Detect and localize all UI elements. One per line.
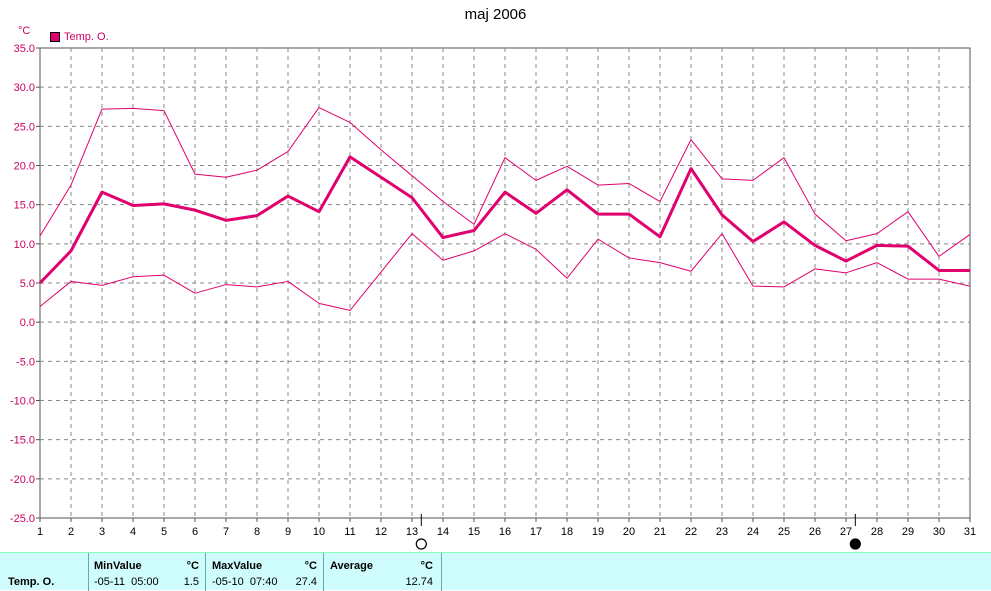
x-tick-label: 15 [468, 526, 480, 538]
chart: 35.0 30.0 25.0 20.0 15.0 10.0 5.0 0.0 -5.0 -10.0 -… [0, 0, 991, 552]
x-tick-label: 6 [192, 526, 198, 538]
x-tick-label: 5 [161, 526, 167, 538]
y-tick-label: -15.0 [10, 435, 35, 447]
min-unit: °C [187, 560, 199, 572]
x-tick-label: 2 [68, 526, 74, 538]
avg-unit: °C [421, 560, 433, 572]
y-tick-label: 0.0 [20, 317, 35, 329]
x-tick-label: 1 [37, 526, 43, 538]
x-tick-label: 28 [871, 526, 883, 538]
new-moon-marker [416, 539, 426, 549]
max-header: MaxValue [212, 560, 262, 572]
x-tick-label: 7 [223, 526, 229, 538]
y-tick-label: 10.0 [14, 239, 35, 251]
legend-label: Temp. O. [64, 31, 109, 43]
min-time: -05-11 05:00 [94, 576, 159, 588]
y-tick-label: -5.0 [16, 356, 35, 368]
stats-row-label-cell: Temp. O. [0, 553, 89, 591]
x-tick-label: 13 [406, 526, 418, 538]
x-tick-label: 27 [840, 526, 852, 538]
y-tick-label: 30.0 [14, 82, 35, 94]
x-tick-label: 22 [685, 526, 697, 538]
x-tick-label: 19 [592, 526, 604, 538]
stats-avg-cell: Average °C 12.74 [324, 553, 442, 591]
max-unit: °C [305, 560, 317, 572]
x-tick-label: 4 [130, 526, 136, 538]
y-tick-label: -20.0 [10, 474, 35, 486]
chart-title: maj 2006 [0, 6, 991, 23]
x-tick-label: 8 [254, 526, 260, 538]
x-tick-label: 11 [344, 526, 355, 538]
x-tick-label: 25 [778, 526, 790, 538]
x-tick-label: 3 [99, 526, 105, 538]
min-header: MinValue [94, 560, 142, 572]
x-tick-label: 10 [313, 526, 325, 538]
x-tick-label: 31 [964, 526, 976, 538]
max-value: 27.4 [296, 576, 317, 588]
x-tick-label: 29 [902, 526, 914, 538]
x-tick-label: 14 [437, 526, 449, 538]
y-tick-label: 25.0 [14, 121, 35, 133]
y-tick-label: 35.0 [14, 43, 35, 55]
stats-max-cell: MaxValue °C -05-10 07:40 27.4 [206, 553, 324, 591]
x-tick-label: 16 [499, 526, 511, 538]
y-tick-label: -10.0 [10, 396, 35, 408]
x-tick-label: 23 [716, 526, 728, 538]
avg-header: Average [330, 560, 373, 572]
y-tick-label: 15.0 [14, 200, 35, 212]
x-tick-label: 12 [375, 526, 387, 538]
x-tick-label: 26 [809, 526, 821, 538]
x-tick-label: 30 [933, 526, 945, 538]
stats-row-label: Temp. O. [8, 576, 54, 588]
y-tick-label: 5.0 [20, 278, 35, 290]
x-tick-label: 21 [654, 526, 666, 538]
x-tick-label: 24 [747, 526, 759, 538]
y-tick-label: -25.0 [10, 513, 35, 525]
y-unit-label: °C [18, 25, 30, 37]
max-time: -05-10 07:40 [212, 576, 277, 588]
avg-value: 12.74 [405, 576, 433, 588]
stats-min-cell: MinValue °C -05-11 05:00 1.5 [89, 553, 206, 591]
min-value: 1.5 [184, 576, 199, 588]
stats-table: Temp. O. MinValue °C -05-11 05:00 1.5 Ma… [0, 552, 991, 590]
full-moon-marker [850, 539, 860, 549]
legend-swatch [50, 32, 60, 42]
x-tick-label: 9 [285, 526, 291, 538]
x-tick-label: 17 [530, 526, 542, 538]
legend: Temp. O. [50, 31, 109, 43]
y-tick-label: 20.0 [14, 161, 35, 173]
x-tick-label: 18 [561, 526, 573, 538]
x-tick-label: 20 [623, 526, 635, 538]
